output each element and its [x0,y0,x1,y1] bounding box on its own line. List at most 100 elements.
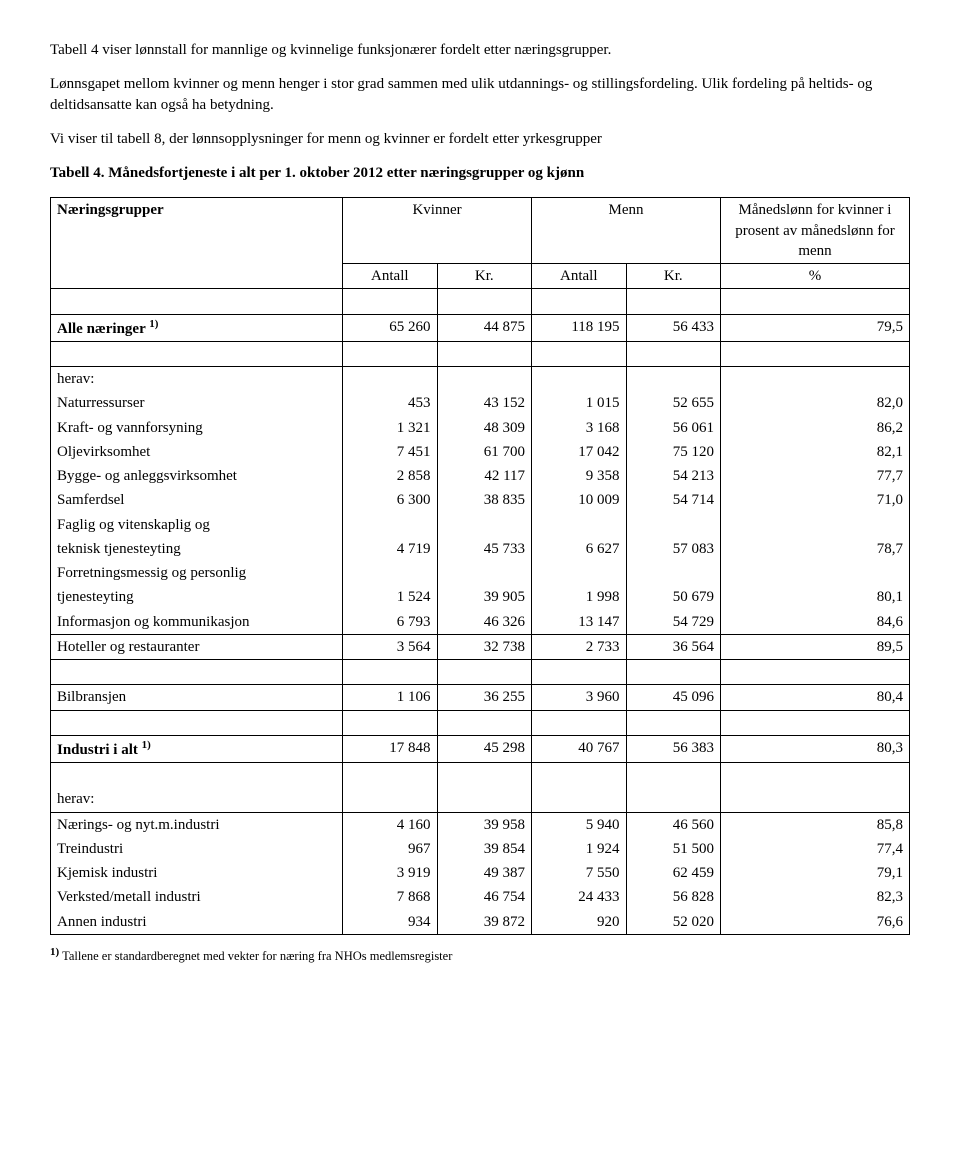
cell: 1 524 [343,585,437,609]
cell: 38 835 [437,488,531,512]
table-row: Treindustri 967 39 854 1 924 51 500 77,4 [51,837,910,861]
col-pct-label: Månedslønn for kvinner i prosent av måne… [721,198,910,264]
cell: 13 147 [532,610,626,635]
cell: Oljevirksomhet [51,440,343,464]
table-row: Faglig og vitenskaplig og [51,513,910,537]
cell: 43 152 [437,391,531,415]
table-row: teknisk tjenesteyting 4 719 45 733 6 627… [51,537,910,561]
cell: 84,6 [721,610,910,635]
cell: Forretningsmessig og personlig [51,561,343,585]
cell: 57 083 [626,537,720,561]
cell: 39 872 [437,910,531,935]
col-kr-2: Kr. [626,264,720,289]
cell: 80,4 [721,685,910,710]
cell: 54 714 [626,488,720,512]
cell: Hoteller og restauranter [51,634,343,659]
cell-herav: herav: [51,367,343,392]
cell: Faglig og vitenskaplig og [51,513,343,537]
cell: 42 117 [437,464,531,488]
industri-sup: 1) [142,739,151,751]
cell: 39 905 [437,585,531,609]
row-herav-1: herav: [51,367,910,392]
all-sup: 1) [149,318,158,330]
col-pct: % [721,264,910,289]
cell: 50 679 [626,585,720,609]
cell: 3 168 [532,416,626,440]
intro-para-2: Lønnsgapet mellom kvinner og menn henger… [50,74,910,115]
table-row: Bygge- og anleggsvirksomhet 2 858 42 117… [51,464,910,488]
cell: 80,1 [721,585,910,609]
cell-all-label: Alle næringer 1) [51,314,343,341]
row-all: Alle næringer 1) 65 260 44 875 118 195 5… [51,314,910,341]
cell: 77,4 [721,837,910,861]
cell: 967 [343,837,437,861]
spacer-row [51,763,910,788]
cell: Samferdsel [51,488,343,512]
cell: 36 255 [437,685,531,710]
cell: 52 655 [626,391,720,415]
cell: 82,0 [721,391,910,415]
footnote-sup: 1) [50,946,59,958]
cell: Kraft- og vannforsyning [51,416,343,440]
cell: Naturressurser [51,391,343,415]
header-row-1: Næringsgrupper Kvinner Menn Månedslønn f… [51,198,910,264]
table-row: Bilbransjen 1 106 36 255 3 960 45 096 80… [51,685,910,710]
cell: 1 015 [532,391,626,415]
cell: 7 868 [343,885,437,909]
cell: Bygge- og anleggsvirksomhet [51,464,343,488]
cell: 52 020 [626,910,720,935]
cell: 48 309 [437,416,531,440]
spacer-row [51,341,910,366]
cell: Nærings- og nyt.m.industri [51,812,343,837]
cell: 4 719 [343,537,437,561]
cell: 80,3 [721,735,910,762]
cell: 17 848 [343,735,437,762]
cell: 45 298 [437,735,531,762]
intro-para-1: Tabell 4 viser lønnstall for mannlige og… [50,40,910,60]
cell: Informasjon og kommunikasjon [51,610,343,635]
cell: 44 875 [437,314,531,341]
cell: 39 958 [437,812,531,837]
cell: 56 383 [626,735,720,762]
footnote: 1) Tallene er standardberegnet med vekte… [50,945,910,965]
col-antall-1: Antall [343,264,437,289]
footnote-text: Tallene er standardberegnet med vekter f… [59,949,452,963]
cell: 49 387 [437,861,531,885]
cell: 3 960 [532,685,626,710]
cell: 920 [532,910,626,935]
table-title: Tabell 4. Månedsfortjeneste i alt per 1.… [50,163,910,183]
cell: 54 729 [626,610,720,635]
table-row: Informasjon og kommunikasjon 6 793 46 32… [51,610,910,635]
cell: 82,3 [721,885,910,909]
cell: teknisk tjenesteyting [51,537,343,561]
cell: 32 738 [437,634,531,659]
cell: 82,1 [721,440,910,464]
cell: 86,2 [721,416,910,440]
cell: 36 564 [626,634,720,659]
spacer-row [51,660,910,685]
table-row: Kjemisk industri 3 919 49 387 7 550 62 4… [51,861,910,885]
cell: 1 998 [532,585,626,609]
cell: 56 828 [626,885,720,909]
cell: Annen industri [51,910,343,935]
cell: 89,5 [721,634,910,659]
cell: 56 433 [626,314,720,341]
cell: 6 793 [343,610,437,635]
cell: 46 754 [437,885,531,909]
cell: Bilbransjen [51,685,343,710]
cell: 39 854 [437,837,531,861]
table-row: Kraft- og vannforsyning 1 321 48 309 3 1… [51,416,910,440]
cell-herav: herav: [51,787,343,812]
spacer-row [51,289,910,314]
intro-para-3: Vi viser til tabell 8, der lønnsopplysni… [50,129,910,149]
cell: Kjemisk industri [51,861,343,885]
cell: 45 096 [626,685,720,710]
cell: 46 560 [626,812,720,837]
wage-table: Næringsgrupper Kvinner Menn Månedslønn f… [50,197,910,935]
cell: 2 733 [532,634,626,659]
table-row: Samferdsel 6 300 38 835 10 009 54 714 71… [51,488,910,512]
row-herav-2: herav: [51,787,910,812]
cell: Treindustri [51,837,343,861]
table-row: Oljevirksomhet 7 451 61 700 17 042 75 12… [51,440,910,464]
cell: 453 [343,391,437,415]
